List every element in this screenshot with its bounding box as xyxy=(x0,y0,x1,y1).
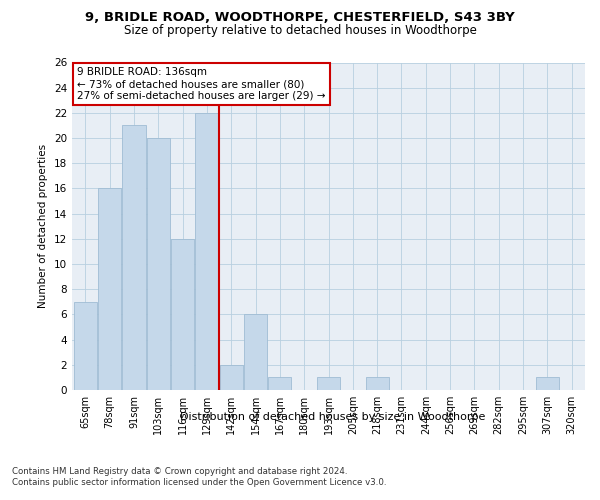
Bar xyxy=(317,378,340,390)
Bar xyxy=(147,138,170,390)
Bar xyxy=(196,113,218,390)
Bar xyxy=(536,378,559,390)
Bar xyxy=(244,314,267,390)
Text: 9, BRIDLE ROAD, WOODTHORPE, CHESTERFIELD, S43 3BY: 9, BRIDLE ROAD, WOODTHORPE, CHESTERFIELD… xyxy=(85,11,515,24)
Bar xyxy=(220,365,243,390)
Text: Contains HM Land Registry data © Crown copyright and database right 2024.
Contai: Contains HM Land Registry data © Crown c… xyxy=(12,468,386,487)
Bar xyxy=(74,302,97,390)
Text: Size of property relative to detached houses in Woodthorpe: Size of property relative to detached ho… xyxy=(124,24,476,37)
Y-axis label: Number of detached properties: Number of detached properties xyxy=(38,144,49,308)
Bar xyxy=(122,126,146,390)
Text: 9 BRIDLE ROAD: 136sqm
← 73% of detached houses are smaller (80)
27% of semi-deta: 9 BRIDLE ROAD: 136sqm ← 73% of detached … xyxy=(77,68,326,100)
Bar xyxy=(98,188,121,390)
Bar xyxy=(171,239,194,390)
Bar xyxy=(365,378,389,390)
Bar xyxy=(268,378,292,390)
Text: Distribution of detached houses by size in Woodthorpe: Distribution of detached houses by size … xyxy=(181,412,485,422)
